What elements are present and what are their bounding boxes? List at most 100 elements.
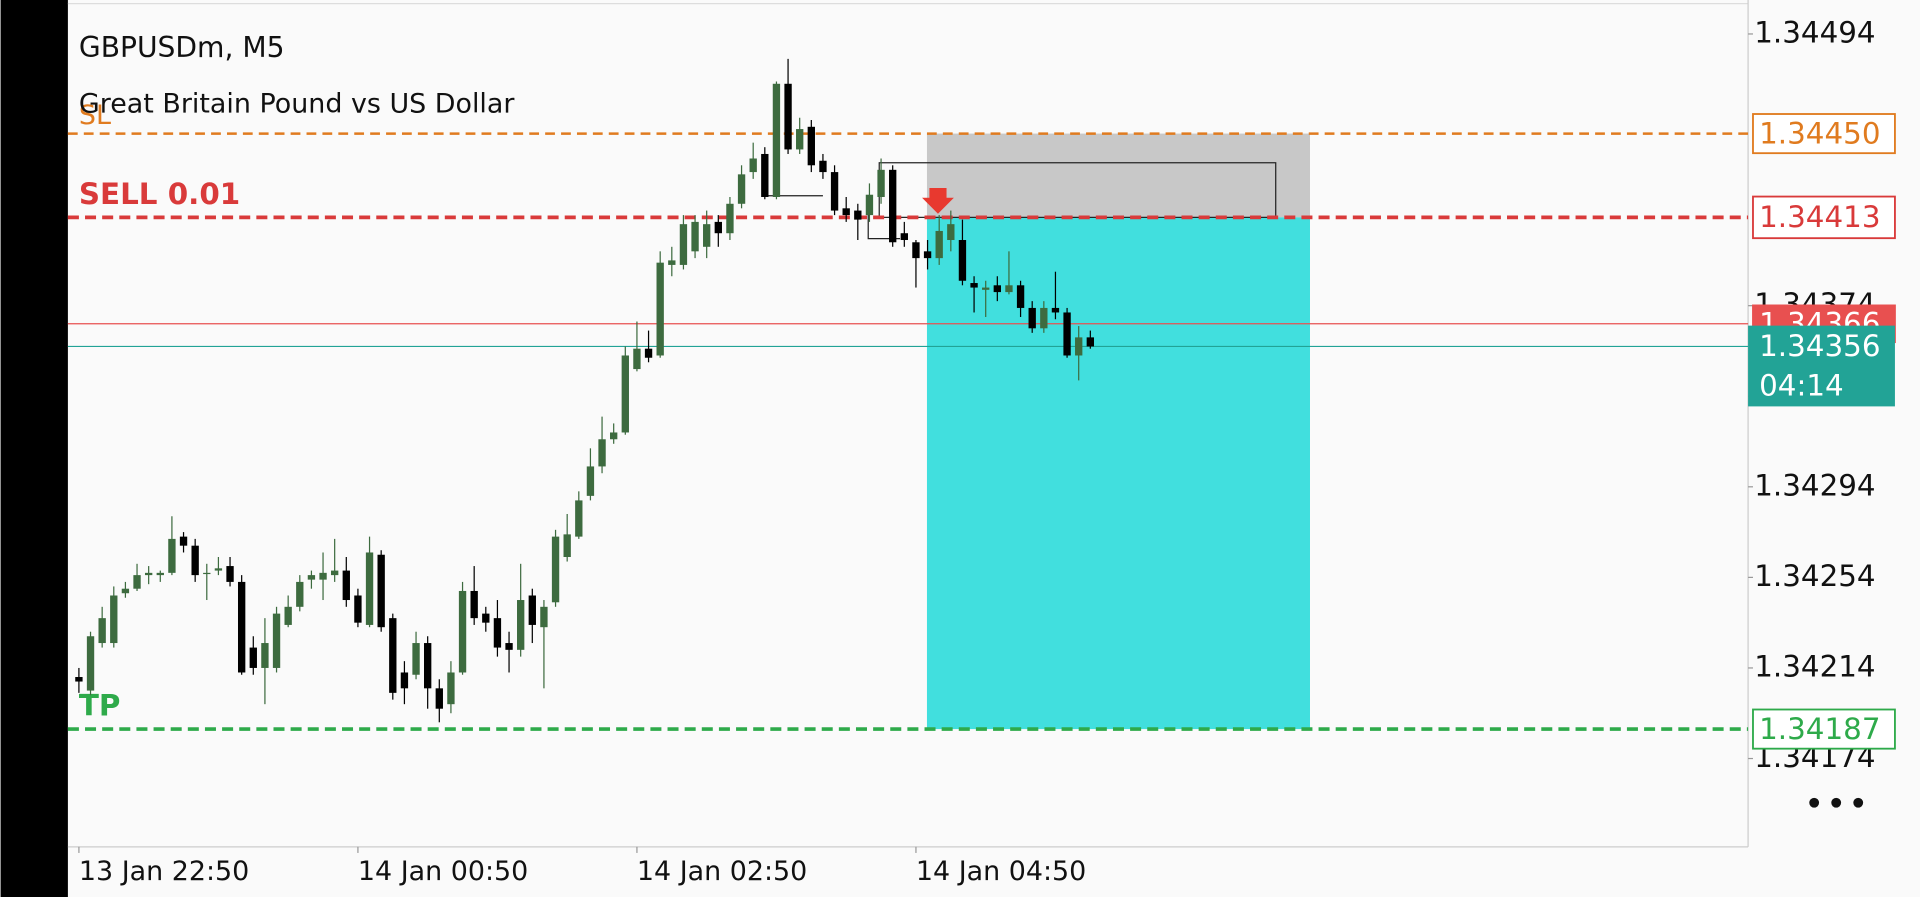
bid-tag-label: 1.34356 <box>1759 329 1880 363</box>
candle-body <box>86 636 95 691</box>
left-edge <box>0 0 68 897</box>
countdown-label: 04:14 <box>1759 368 1844 402</box>
candle-body <box>412 643 420 675</box>
candle-body <box>191 545 199 576</box>
candle-body <box>75 677 83 682</box>
candle-body <box>842 208 850 216</box>
candle-body <box>807 126 815 166</box>
y-tick-label: 1.34294 <box>1754 468 1875 502</box>
candle-body <box>1075 337 1083 356</box>
menu-dot <box>1831 797 1842 808</box>
candle-body <box>284 606 292 625</box>
candle-body <box>307 575 316 580</box>
candle-body <box>575 500 583 537</box>
candle-body <box>1005 285 1013 293</box>
candle-body <box>668 260 676 265</box>
take-profit-tag-label: 1.34187 <box>1759 712 1880 746</box>
candle-body <box>470 590 478 619</box>
candle-body <box>133 575 141 589</box>
position-zones <box>764 133 1310 730</box>
candle-body <box>796 129 804 150</box>
candle-body <box>703 224 711 247</box>
candle-body <box>168 538 176 573</box>
candle-body <box>1086 337 1094 347</box>
candle-body <box>958 240 967 281</box>
candle-body <box>947 224 955 241</box>
candle-body <box>1063 312 1071 356</box>
price-lines: SL SELL 0.01 TP <box>67 100 1749 731</box>
candle-body <box>726 203 734 234</box>
candle-body <box>400 672 409 689</box>
candle-body <box>970 283 978 288</box>
axes: 13 Jan 22:50 14 Jan 00:50 14 Jan 02:50 14 J… <box>78 15 1896 887</box>
candle-body <box>819 160 827 173</box>
take-profit-label: TP <box>79 689 121 723</box>
take-profit-zone <box>926 217 1310 730</box>
candle-body <box>377 554 385 628</box>
bid-tag-box <box>1748 325 1895 407</box>
candle-body <box>482 613 490 623</box>
candle-body <box>749 158 757 173</box>
candle-body <box>144 572 153 576</box>
candle-body <box>1028 307 1036 329</box>
candle-body <box>272 613 281 668</box>
candle-body <box>319 572 327 580</box>
candle-body <box>540 606 548 628</box>
menu-dot <box>1809 797 1820 808</box>
take-profit-tag-box <box>1752 708 1896 750</box>
candle-body <box>435 688 443 709</box>
stop-loss-label: SL <box>79 100 111 131</box>
stop-loss-tag-box <box>1752 113 1896 155</box>
candle-body <box>982 287 990 290</box>
candle-body <box>889 169 897 243</box>
y-tick-label: 1.34254 <box>1754 559 1875 593</box>
candle-body <box>551 536 560 603</box>
x-tick-label: 14 Jan 02:50 <box>637 856 807 887</box>
candle-body <box>528 595 536 625</box>
candle-body <box>1016 285 1025 308</box>
candle-body <box>330 570 339 576</box>
candle-body <box>830 172 839 211</box>
entry-tag-box <box>1752 195 1896 240</box>
candle-body <box>110 595 118 644</box>
y-tick-label: 1.34214 <box>1754 649 1875 683</box>
candle-body <box>156 572 164 576</box>
candle-body <box>424 643 432 689</box>
candle-body <box>354 595 362 623</box>
stop-loss-zone <box>926 133 1310 218</box>
candle-body <box>203 572 211 575</box>
candle-body <box>342 570 350 601</box>
entry-tag-label: 1.34413 <box>1759 200 1880 234</box>
candle-body <box>935 230 943 259</box>
x-tick-label: 13 Jan 22:50 <box>79 856 249 887</box>
candle-body <box>900 233 908 241</box>
chart-title: GBPUSDm, M5 <box>79 31 285 64</box>
candle-body <box>656 262 664 356</box>
candle-body <box>912 242 920 259</box>
candle-body <box>923 251 932 259</box>
candle-body <box>261 643 269 668</box>
candle-body <box>98 618 106 644</box>
entry-label: SELL 0.01 <box>79 177 240 211</box>
candle-body <box>993 285 1001 293</box>
x-tick-label: 14 Jan 04:50 <box>916 856 1086 887</box>
chart-subtitle: Great Britain Pound vs US Dollar <box>79 89 515 120</box>
candle-body <box>877 169 885 197</box>
candle-body <box>505 643 513 650</box>
candle-body <box>226 566 234 582</box>
candle-body <box>237 581 246 673</box>
candle-body <box>458 590 467 673</box>
y-tick-label: 1.34494 <box>1754 15 1875 49</box>
candle-body <box>737 174 746 204</box>
candle-body <box>179 536 188 546</box>
candles <box>75 58 1094 723</box>
candle-body <box>447 672 455 705</box>
candle-body <box>1040 307 1048 329</box>
candle-body <box>633 348 641 370</box>
more-menu[interactable] <box>1809 797 1864 808</box>
candle-body <box>772 83 781 197</box>
candle-body <box>621 355 629 433</box>
x-tick-label: 14 Jan 00:50 <box>358 856 528 887</box>
candle-body <box>1051 307 1060 313</box>
